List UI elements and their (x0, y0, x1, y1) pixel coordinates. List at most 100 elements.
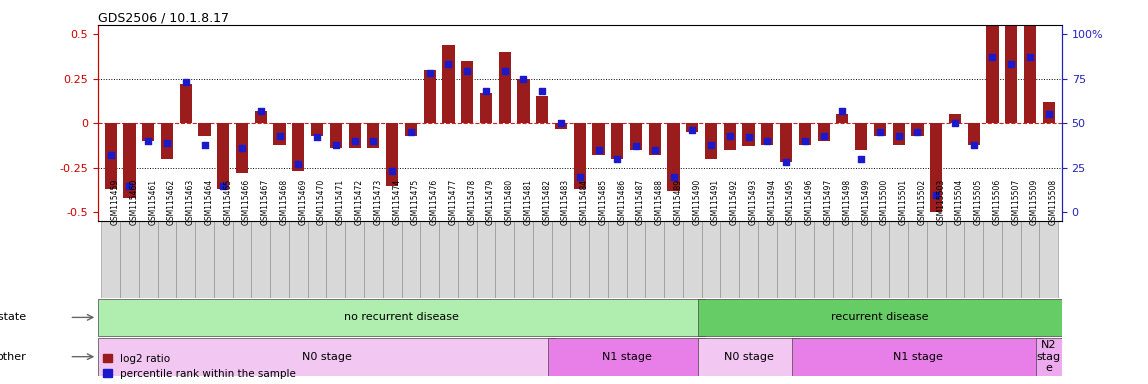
Text: GSM115461: GSM115461 (148, 179, 157, 225)
Text: GSM115460: GSM115460 (130, 179, 139, 225)
Bar (574, 123, 585, 189)
Point (796, 138, 814, 144)
Bar (743, 123, 754, 146)
Point (177, 79, 195, 85)
Point (890, 132, 908, 139)
Text: GSM115464: GSM115464 (204, 179, 214, 225)
Bar (405, 123, 417, 136)
Text: N1 stage: N1 stage (602, 352, 652, 362)
Text: GSM115505: GSM115505 (974, 179, 983, 225)
Text: GSM115499: GSM115499 (861, 179, 870, 225)
Text: GSM115472: GSM115472 (355, 179, 364, 225)
Point (627, 143, 645, 149)
Bar (480, 93, 492, 123)
Text: GSM115492: GSM115492 (730, 179, 739, 225)
Text: GSM115481: GSM115481 (523, 179, 533, 225)
Text: GSM115482: GSM115482 (542, 179, 551, 225)
Bar (101, 221, 121, 298)
Bar (311, 123, 324, 136)
Bar (890, 221, 908, 298)
Bar (293, 123, 304, 171)
Bar (667, 123, 680, 191)
Text: GSM115496: GSM115496 (805, 179, 814, 225)
Bar (233, 221, 251, 298)
Bar (701, 221, 721, 298)
Text: GSM115501: GSM115501 (899, 179, 908, 225)
Point (665, 174, 683, 180)
Bar (1006, 0, 1017, 123)
Bar (142, 123, 154, 141)
Bar (589, 221, 608, 298)
Bar (98, 298, 705, 336)
Point (833, 108, 852, 114)
Point (289, 161, 308, 167)
Bar (476, 221, 495, 298)
Bar (289, 221, 308, 298)
Bar (251, 221, 270, 298)
Text: GSM115502: GSM115502 (917, 179, 926, 225)
Bar (946, 221, 964, 298)
Point (533, 88, 551, 94)
Bar (1039, 221, 1058, 298)
Text: GSM115462: GSM115462 (166, 179, 176, 225)
Text: GSM115506: GSM115506 (993, 179, 1001, 225)
Text: GSM115465: GSM115465 (223, 179, 232, 225)
Bar (420, 221, 439, 298)
Bar (326, 221, 346, 298)
Text: GSM115476: GSM115476 (429, 179, 439, 225)
Bar (548, 338, 705, 376)
Bar (439, 221, 458, 298)
Text: GSM115497: GSM115497 (823, 179, 832, 225)
Text: GSM115487: GSM115487 (636, 179, 645, 225)
Bar (926, 221, 946, 298)
Bar (554, 123, 567, 129)
Bar (836, 114, 848, 123)
Text: recurrent disease: recurrent disease (831, 313, 929, 323)
Point (308, 134, 326, 141)
Text: GSM115470: GSM115470 (317, 179, 326, 225)
Text: GSM115468: GSM115468 (280, 179, 288, 225)
Point (514, 75, 533, 81)
Bar (123, 123, 135, 198)
Text: GSM115459: GSM115459 (110, 179, 119, 225)
Bar (518, 78, 529, 123)
Bar (139, 221, 157, 298)
Bar (796, 221, 814, 298)
Point (139, 138, 157, 144)
Bar (870, 221, 890, 298)
Text: GSM115490: GSM115490 (692, 179, 701, 225)
Bar (551, 221, 571, 298)
Text: other: other (0, 352, 26, 362)
Point (701, 142, 720, 148)
Bar (777, 221, 796, 298)
Bar (498, 52, 511, 123)
Point (346, 138, 364, 144)
Point (852, 156, 870, 162)
Bar (179, 84, 192, 123)
Point (195, 142, 214, 148)
Bar (349, 123, 360, 148)
Bar (402, 221, 420, 298)
Point (440, 61, 458, 67)
Text: GSM115498: GSM115498 (843, 179, 852, 225)
Point (928, 192, 946, 198)
Bar (608, 221, 627, 298)
Bar (627, 221, 645, 298)
Point (777, 159, 796, 166)
Bar (852, 221, 870, 298)
Text: no recurrent disease: no recurrent disease (344, 313, 459, 323)
Point (1021, 54, 1039, 60)
Bar (386, 123, 398, 185)
Bar (571, 221, 589, 298)
Point (870, 129, 889, 135)
Bar (195, 221, 214, 298)
Text: GSM115494: GSM115494 (767, 179, 776, 225)
Bar (683, 221, 701, 298)
Point (645, 147, 664, 153)
Bar (758, 221, 777, 298)
Point (458, 68, 476, 74)
Bar (1021, 221, 1039, 298)
Bar (983, 221, 1002, 298)
Text: GSM115504: GSM115504 (955, 179, 964, 225)
Bar (308, 221, 326, 298)
